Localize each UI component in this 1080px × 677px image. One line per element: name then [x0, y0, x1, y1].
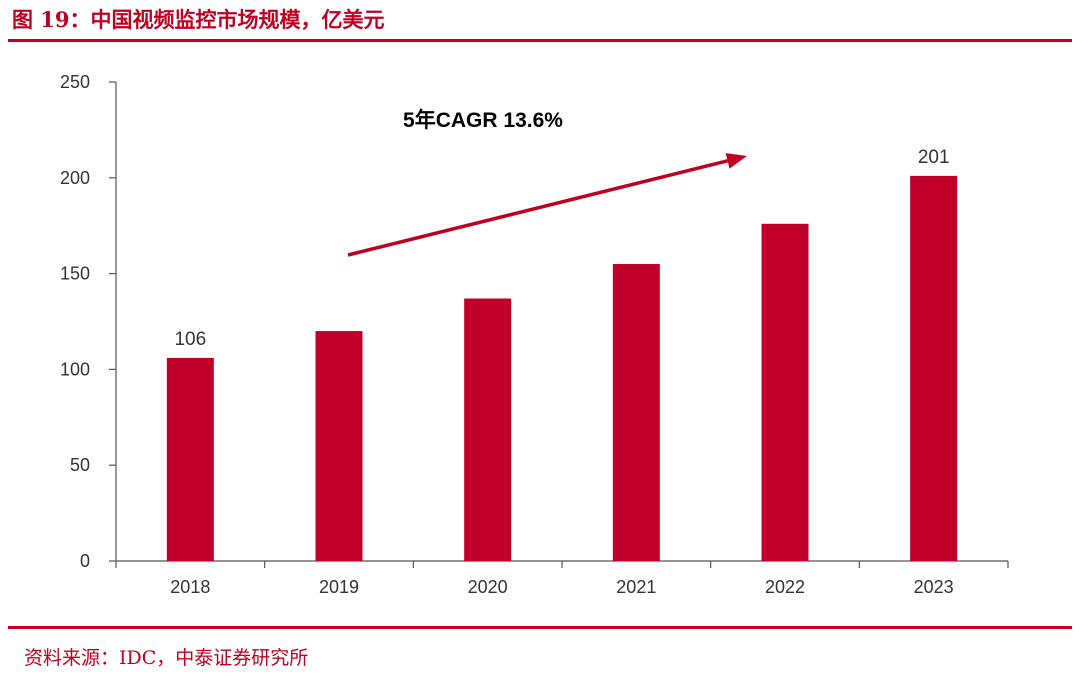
bars	[166, 175, 958, 561]
source-note: 资料来源：IDC，中泰证券研究所	[24, 647, 309, 669]
cagr-annotation: 5年CAGR 13.6%	[347, 108, 747, 257]
x-tick-label: 2021	[616, 577, 656, 597]
data-label-2018: 106	[174, 329, 206, 350]
data-label-2023: 201	[918, 147, 950, 168]
x-axis: 2018 2019 2020 2021 2022 2023	[115, 560, 1009, 597]
bar-2018	[166, 357, 214, 561]
source-rule	[8, 626, 1072, 629]
bar-2021	[612, 264, 660, 561]
bar-2019	[315, 331, 363, 561]
x-tick-label: 2020	[468, 577, 508, 597]
data-labels: 106 201	[174, 147, 949, 350]
x-tick-label: 2018	[170, 577, 210, 597]
y-tick-label: 200	[60, 168, 90, 188]
y-tick-label: 50	[70, 455, 90, 475]
y-tick-label: 250	[60, 72, 90, 92]
y-tick-label: 0	[80, 551, 90, 571]
y-axis: 0 50 100 150 200 250	[60, 72, 117, 571]
bar-2023	[910, 175, 958, 561]
cagr-arrow-head	[725, 153, 747, 169]
bar-2020	[464, 298, 512, 561]
x-tick-label: 2022	[765, 577, 805, 597]
cagr-arrow-line	[347, 159, 729, 257]
bar-2022	[761, 223, 809, 561]
y-tick-label: 100	[60, 359, 90, 379]
figure-title: 图 19：中国视频监控市场规模，亿美元	[12, 7, 385, 32]
x-tick-label: 2019	[319, 577, 359, 597]
title-rule	[8, 39, 1072, 42]
x-tick-label: 2023	[914, 577, 954, 597]
y-tick-label: 150	[60, 264, 90, 284]
cagr-label: 5年CAGR 13.6%	[403, 108, 563, 132]
